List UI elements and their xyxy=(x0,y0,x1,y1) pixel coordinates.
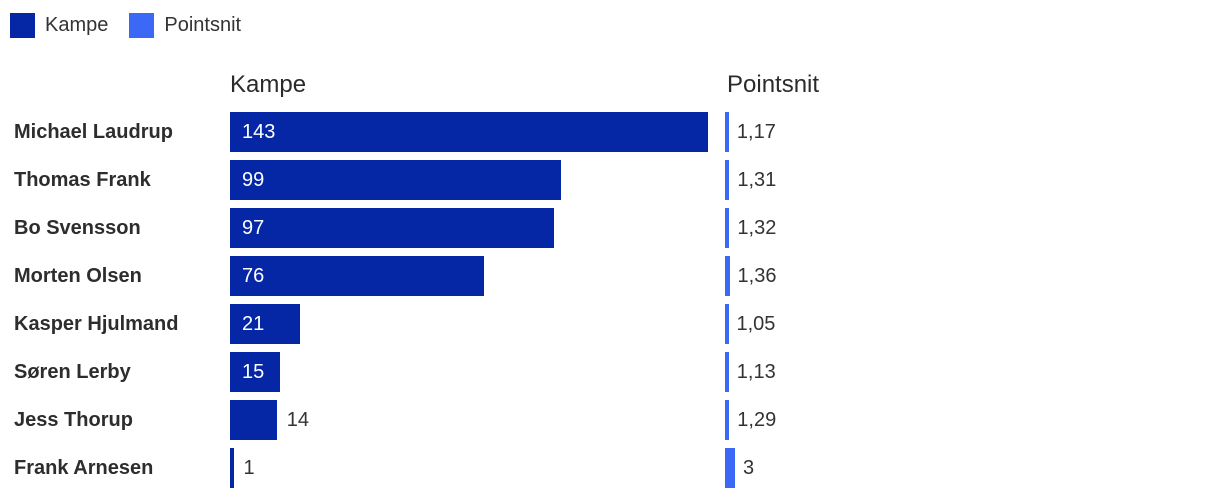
pointsnit-value: 1,29 xyxy=(737,409,777,431)
row-label: Michael Laudrup xyxy=(14,121,173,143)
kampe-bar xyxy=(230,112,708,152)
pointsnit-bar xyxy=(725,400,730,440)
table-row: Morten Olsen 76 1,36 xyxy=(0,256,1220,304)
kampe-value: 21 xyxy=(242,313,265,335)
pointsnit-value: 1,32 xyxy=(737,217,777,239)
kampe-bar xyxy=(230,160,561,200)
kampe-bar xyxy=(230,400,277,440)
legend-item-pointsnit: Pointsnit xyxy=(129,13,241,38)
row-label: Thomas Frank xyxy=(14,169,151,191)
pointsnit-bar xyxy=(725,208,730,248)
pointsnit-bar xyxy=(725,256,730,296)
pointsnit-bar xyxy=(725,352,729,392)
table-row: Søren Lerby 15 1,13 xyxy=(0,352,1220,400)
pointsnit-bar xyxy=(725,160,730,200)
kampe-bar xyxy=(230,256,485,296)
kampe-value: 15 xyxy=(242,361,265,383)
kampe-bar xyxy=(230,448,234,488)
pointsnit-value: 3 xyxy=(743,457,755,479)
kampe-value: 97 xyxy=(242,217,265,239)
table-row: Bo Svensson 97 1,32 xyxy=(0,208,1220,256)
column-header-kampe: Kampe xyxy=(230,71,307,98)
kampe-value: 76 xyxy=(242,265,265,287)
kampe-swatch-icon xyxy=(10,13,35,38)
rows: Michael Laudrup 143 1,17 Thomas Frank 99… xyxy=(0,112,1220,496)
row-label: Jess Thorup xyxy=(14,409,133,431)
kampe-value: 1 xyxy=(243,457,255,479)
row-label: Søren Lerby xyxy=(14,361,131,383)
pointsnit-value: 1,13 xyxy=(736,361,776,383)
kampe-bar xyxy=(230,208,555,248)
pointsnit-bar xyxy=(725,304,729,344)
legend-label-kampe: Kampe xyxy=(45,14,109,36)
pointsnit-value: 1,36 xyxy=(737,265,777,287)
column-header-pointsnit: Pointsnit xyxy=(727,71,820,98)
pointsnit-bar xyxy=(725,112,729,152)
table-row: Frank Arnesen 1 3 xyxy=(0,448,1220,496)
pointsnit-value: 1,05 xyxy=(736,313,776,335)
pointsnit-swatch-icon xyxy=(129,13,155,38)
table-row: Kasper Hjulmand 21 1,05 xyxy=(0,304,1220,352)
kampe-value: 14 xyxy=(286,409,310,431)
kampe-value: 99 xyxy=(242,169,265,191)
pointsnit-value: 1,17 xyxy=(736,121,776,143)
row-label: Bo Svensson xyxy=(14,217,141,239)
table-row: Michael Laudrup 143 1,17 xyxy=(0,112,1220,160)
pointsnit-bar xyxy=(725,448,736,488)
kampe-bar xyxy=(230,352,281,392)
kampe-value: 143 xyxy=(242,121,276,143)
table-row: Thomas Frank 99 1,31 xyxy=(0,160,1220,208)
legend: Kampe Pointsnit xyxy=(10,13,262,38)
row-label: Kasper Hjulmand xyxy=(14,313,179,335)
table-row: Jess Thorup 14 1,29 xyxy=(0,400,1220,448)
row-label: Morten Olsen xyxy=(14,265,142,287)
legend-item-kampe: Kampe xyxy=(10,13,108,38)
row-label: Frank Arnesen xyxy=(14,457,154,479)
kampe-bar xyxy=(230,304,301,344)
pointsnit-value: 1,31 xyxy=(737,169,777,191)
legend-label-pointsnit: Pointsnit xyxy=(164,14,242,36)
